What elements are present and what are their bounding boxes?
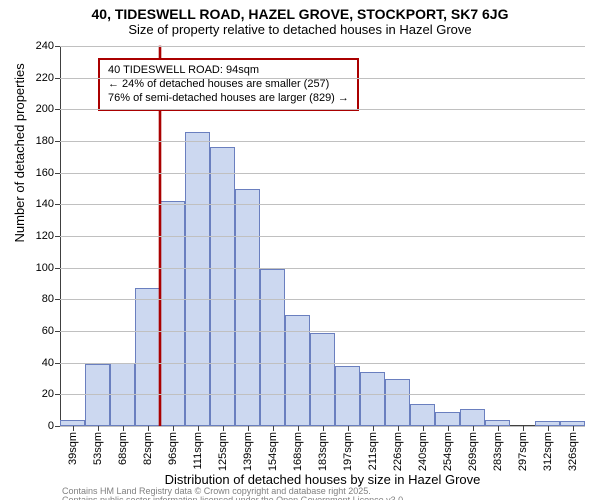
bar: [335, 366, 360, 426]
xtick-mark: [523, 426, 524, 431]
ytick-label: 20: [42, 388, 60, 400]
xtick-label: 240sqm: [417, 432, 429, 471]
ytick-label: 240: [36, 40, 60, 52]
bar: [260, 269, 285, 426]
bar: [135, 288, 160, 426]
gridline: [60, 109, 585, 110]
gridline: [60, 204, 585, 205]
xtick-label: 125sqm: [217, 432, 229, 471]
xtick-label: 283sqm: [492, 432, 504, 471]
ytick-label: 160: [36, 167, 60, 179]
ytick-label: 200: [36, 103, 60, 115]
ytick-label: 40: [42, 357, 60, 369]
xtick-label: 226sqm: [392, 432, 404, 471]
chart-wrapper: { "chart": { "type": "histogram", "title…: [0, 0, 600, 500]
xtick-label: 254sqm: [442, 432, 454, 471]
ytick-label: 60: [42, 325, 60, 337]
bar: [235, 189, 260, 427]
xtick-label: 139sqm: [242, 432, 254, 471]
bar: [185, 132, 210, 427]
gridline: [60, 173, 585, 174]
bar: [410, 404, 435, 426]
xtick-mark: [298, 426, 299, 431]
xtick-mark: [198, 426, 199, 431]
footer-line-2: Contains public sector information licen…: [62, 495, 406, 500]
xtick-label: 68sqm: [117, 432, 129, 465]
gridline: [60, 236, 585, 237]
gridline: [60, 141, 585, 142]
xtick-mark: [423, 426, 424, 431]
ytick-label: 80: [42, 293, 60, 305]
bar: [435, 412, 460, 426]
xtick-mark: [323, 426, 324, 431]
xtick-mark: [273, 426, 274, 431]
bar: [385, 379, 410, 427]
annotation-line: 40 TIDESWELL ROAD: 94sqm: [108, 64, 349, 78]
xtick-label: 297sqm: [517, 432, 529, 471]
xtick-mark: [73, 426, 74, 431]
xtick-mark: [123, 426, 124, 431]
bar: [460, 409, 485, 426]
bar: [310, 333, 335, 426]
xtick-mark: [98, 426, 99, 431]
x-axis-label: Distribution of detached houses by size …: [60, 472, 585, 487]
bar: [160, 201, 185, 426]
xtick-mark: [473, 426, 474, 431]
xtick-label: 39sqm: [67, 432, 79, 465]
xtick-label: 111sqm: [192, 432, 204, 470]
xtick-label: 168sqm: [292, 432, 304, 471]
gridline: [60, 363, 585, 364]
ytick-label: 120: [36, 230, 60, 242]
gridline: [60, 46, 585, 47]
xtick-label: 312sqm: [542, 432, 554, 471]
xtick-mark: [448, 426, 449, 431]
chart-footer: Contains HM Land Registry data © Crown c…: [62, 487, 406, 500]
xtick-label: 154sqm: [267, 432, 279, 471]
xtick-label: 183sqm: [317, 432, 329, 471]
xtick-label: 326sqm: [567, 432, 579, 471]
chart-titles: 40, TIDESWELL ROAD, HAZEL GROVE, STOCKPO…: [0, 0, 600, 37]
plot-area: 40 TIDESWELL ROAD: 94sqm ← 24% of detach…: [60, 46, 585, 426]
ytick-label: 100: [36, 262, 60, 274]
gridline: [60, 299, 585, 300]
xtick-label: 211sqm: [367, 432, 379, 470]
annotation-line: 76% of semi-detached houses are larger (…: [108, 92, 349, 106]
chart-title-main: 40, TIDESWELL ROAD, HAZEL GROVE, STOCKPO…: [0, 6, 600, 22]
gridline: [60, 394, 585, 395]
xtick-mark: [548, 426, 549, 431]
xtick-mark: [348, 426, 349, 431]
annotation-line: ← 24% of detached houses are smaller (25…: [108, 78, 349, 92]
ytick-label: 180: [36, 135, 60, 147]
ytick-label: 220: [36, 72, 60, 84]
xtick-mark: [573, 426, 574, 431]
xtick-mark: [248, 426, 249, 431]
bar: [210, 147, 235, 426]
ytick-label: 0: [48, 420, 60, 432]
xtick-mark: [498, 426, 499, 431]
chart-title-sub: Size of property relative to detached ho…: [0, 22, 600, 37]
xtick-label: 197sqm: [342, 432, 354, 471]
annotation-box: 40 TIDESWELL ROAD: 94sqm ← 24% of detach…: [98, 58, 359, 111]
xtick-mark: [148, 426, 149, 431]
ytick-label: 140: [36, 198, 60, 210]
xtick-label: 53sqm: [92, 432, 104, 465]
xtick-mark: [173, 426, 174, 431]
xtick-label: 82sqm: [142, 432, 154, 465]
gridline: [60, 331, 585, 332]
xtick-label: 269sqm: [467, 432, 479, 471]
xtick-label: 96sqm: [167, 432, 179, 465]
xtick-mark: [398, 426, 399, 431]
gridline: [60, 268, 585, 269]
bar: [360, 372, 385, 426]
gridline: [60, 78, 585, 79]
xtick-mark: [223, 426, 224, 431]
xtick-mark: [373, 426, 374, 431]
y-axis-label: Number of detached properties: [12, 63, 27, 242]
